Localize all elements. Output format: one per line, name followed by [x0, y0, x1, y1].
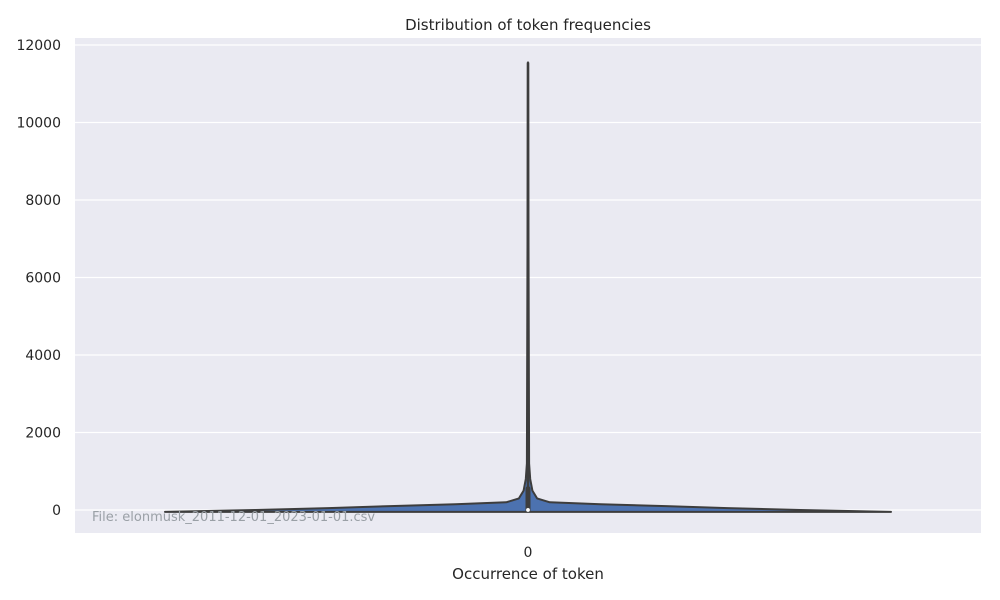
y-tick-label: 6000	[25, 271, 61, 287]
y-tick-label: 12000	[16, 38, 61, 54]
y-tick-labels: 0 2000 4000 6000 8000 10000 12000	[16, 38, 61, 519]
x-axis-label: Occurrence of token	[452, 565, 604, 583]
y-tick-label: 8000	[25, 193, 61, 209]
chart-title: Distribution of token frequencies	[405, 16, 651, 34]
y-tick-label: 10000	[16, 116, 61, 132]
x-tick-labels: 0	[524, 545, 533, 561]
y-tick-label: 0	[52, 503, 61, 519]
x-tick-label: 0	[524, 545, 533, 561]
median-marker	[525, 507, 531, 513]
violin-group	[164, 61, 892, 513]
y-tick-label: 4000	[25, 348, 61, 364]
file-annotation: File: elonmusk_2011-12-01_2023-01-01.csv	[92, 510, 375, 525]
y-tick-label: 2000	[25, 426, 61, 442]
